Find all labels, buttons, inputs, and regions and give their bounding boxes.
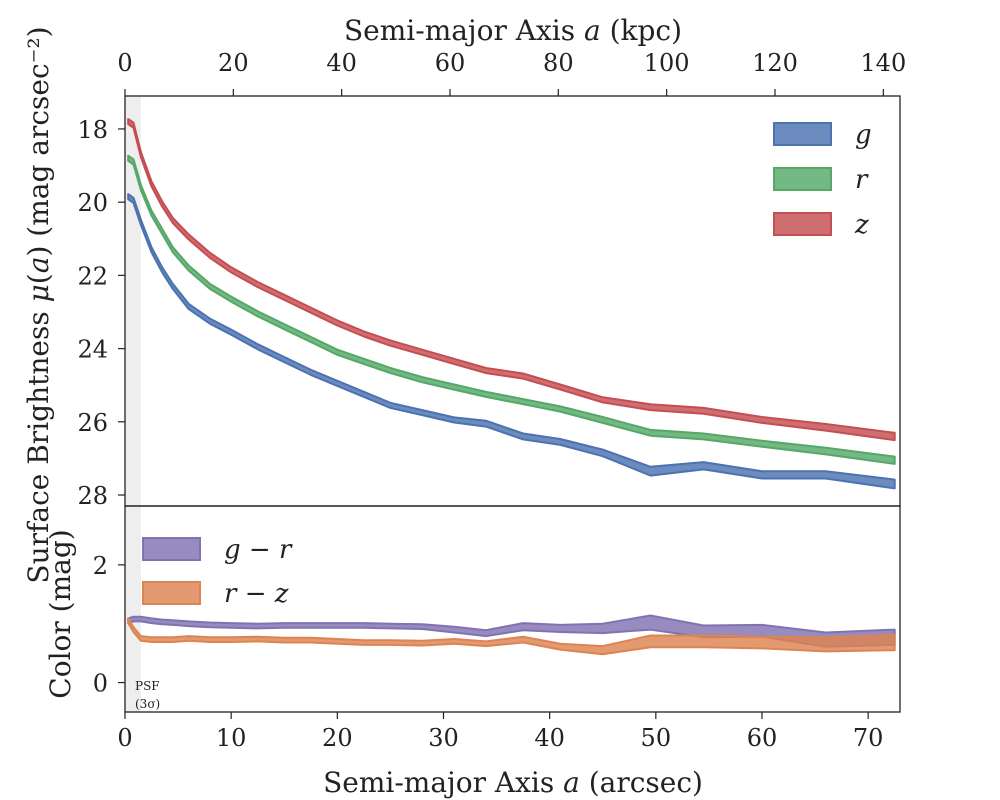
kpc-tick-label: 140: [860, 49, 906, 77]
y-tick-label: 20: [77, 189, 108, 217]
legend-label: z: [854, 210, 869, 240]
kpc-tick-label: 20: [218, 49, 249, 77]
legend-label: g − r: [224, 535, 293, 565]
x-tick-label: 0: [117, 724, 132, 752]
surface-brightness-series-group: [127, 118, 896, 490]
series-z-band: [127, 118, 896, 442]
kpc-tick-label: 0: [117, 49, 132, 77]
series-r-z-band: [127, 617, 896, 656]
x-tick-label: 20: [322, 724, 353, 752]
bottom-axis-label: Semi-major Axis a (arcsec): [323, 766, 703, 799]
color-y-tick-label: 0: [93, 670, 108, 698]
legend-label: r − z: [224, 579, 289, 609]
kpc-tick-label: 100: [644, 49, 690, 77]
color-y-tick-label: 2: [93, 552, 108, 580]
psf-annotation: PSF: [135, 679, 160, 693]
y-tick-label: 26: [77, 409, 108, 437]
series-g-band: [127, 193, 896, 490]
axis-ticks-group: 0 10 20 30 40 50 60 700 20 40 60 80 100 120 1401820222…: [77, 49, 906, 752]
y-tick-label: 24: [77, 336, 108, 364]
x-tick-label: 70: [853, 724, 884, 752]
legend-swatch: [142, 581, 201, 605]
legend-swatch: [773, 167, 832, 191]
y-tick-label: 18: [77, 116, 108, 144]
color-series-group: [127, 614, 896, 656]
x-tick-label: 10: [216, 724, 247, 752]
legend-label: g: [855, 120, 872, 150]
surface-brightness-axis-label: Surface Brightness μ(a) (mag arcsec⁻²): [22, 26, 55, 583]
kpc-tick-label: 60: [435, 49, 466, 77]
kpc-tick-label: 40: [326, 49, 357, 77]
kpc-tick-label: 120: [752, 49, 798, 77]
x-tick-label: 40: [534, 724, 565, 752]
legend-label: r: [855, 165, 869, 195]
bottom-panel-frame: [124, 505, 901, 713]
legend-swatch: [773, 122, 832, 146]
legends-group: grz g − r r − z: [142, 120, 872, 609]
legend-swatch: [773, 212, 832, 236]
x-tick-label: 30: [428, 724, 459, 752]
y-tick-label: 28: [77, 482, 108, 510]
top-axis-label: Semi-major Axis a (kpc): [344, 14, 682, 47]
x-tick-label: 50: [641, 724, 672, 752]
series-r-band: [127, 154, 896, 465]
color-axis-label: Color (mag): [44, 529, 77, 698]
kpc-tick-label: 80: [543, 49, 574, 77]
psf-shaded-region: [125, 506, 141, 712]
psf-annotation-sigma: (3σ): [135, 697, 160, 711]
y-tick-label: 22: [77, 262, 108, 290]
legend-swatch: [142, 537, 201, 561]
series-g-r-band: [127, 614, 896, 648]
x-tick-label: 60: [747, 724, 778, 752]
